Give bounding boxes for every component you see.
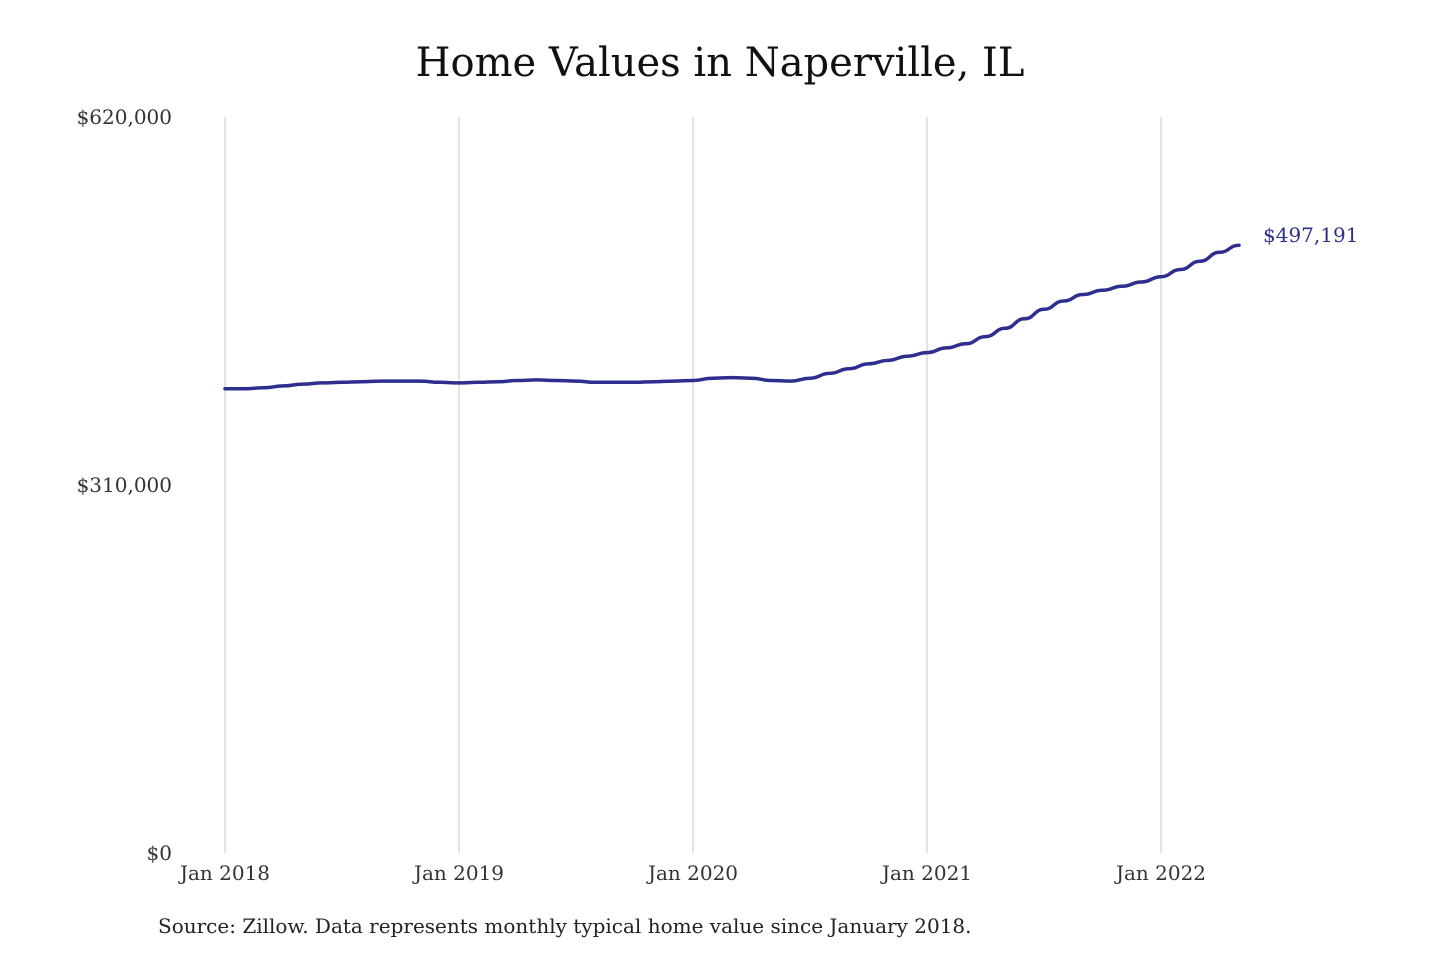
x-tick-label: Jan 2021: [880, 861, 972, 885]
series-line: [223, 243, 1241, 391]
x-tick-label: Jan 2019: [412, 861, 504, 885]
chart-title: Home Values in Naperville, IL: [415, 40, 1025, 86]
end-value-label: $497,191: [1263, 223, 1358, 247]
gridlines: [224, 117, 1162, 853]
x-tick-label: Jan 2018: [178, 861, 270, 885]
y-tick-label: $310,000: [77, 473, 172, 497]
x-axis-ticks: Jan 2018 Jan 2019 Jan 2020 Jan 2021 Jan 2022: [178, 861, 1206, 885]
source-note: Source: Zillow. Data represents monthly …: [158, 914, 972, 938]
y-tick-label: $620,000: [77, 105, 172, 129]
series-layer: $497,191: [223, 223, 1358, 391]
x-tick-label: Jan 2020: [646, 861, 738, 885]
y-axis-ticks: $0 $310,000 $620,000: [77, 105, 172, 865]
y-tick-label: $0: [147, 841, 172, 865]
x-tick-label: Jan 2022: [1114, 861, 1206, 885]
